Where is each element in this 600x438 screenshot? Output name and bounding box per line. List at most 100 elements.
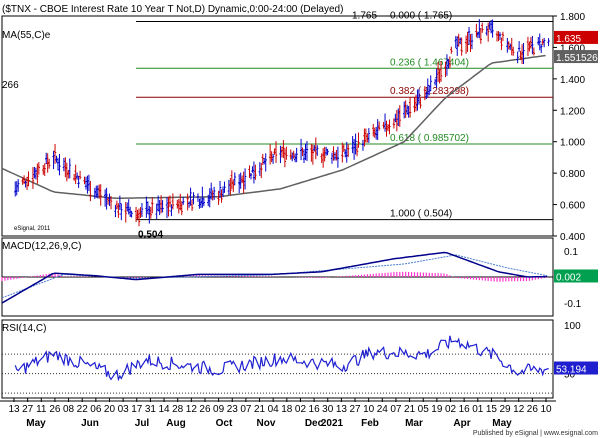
price-bar: [124, 201, 127, 223]
price-bar: [36, 163, 39, 184]
x-day-label: 26: [199, 404, 211, 415]
x-day-label: 23: [227, 404, 239, 415]
price-bar: [323, 146, 326, 162]
price-bar: [217, 190, 220, 205]
price-bar: [448, 56, 452, 69]
x-day-label: 28: [172, 404, 184, 415]
price-bar: [264, 153, 267, 172]
price-bar: [282, 140, 285, 159]
price-bar: [283, 148, 287, 168]
price-bar: [271, 153, 275, 164]
x-day-label: 01: [472, 404, 484, 415]
ma-value-text: 1.551526: [556, 53, 598, 64]
price-bar: [171, 193, 175, 210]
fib-label-0.236: 0.236 ( 1.467404): [390, 57, 469, 68]
x-day-label: 04: [268, 404, 280, 415]
x-month-label: Mar: [405, 418, 423, 429]
x-month-label: Aug: [166, 418, 185, 429]
price-bar: [540, 43, 543, 53]
price-bar: [220, 189, 223, 203]
price-bar: [31, 167, 35, 189]
price-bar: [192, 192, 195, 205]
price-bar: [531, 35, 534, 55]
price-bars: [14, 19, 550, 227]
ma-series: [1, 54, 546, 200]
price-bar: [243, 168, 247, 190]
price-bar: [532, 47, 536, 56]
x-day-label: 20: [104, 404, 116, 415]
rsi-y-tick-label: 100: [564, 321, 581, 332]
x-day-label: 18: [281, 404, 293, 415]
price-bar: [223, 181, 226, 193]
price-bar: [77, 176, 80, 188]
macd-title: MACD(12,26,9,C): [2, 241, 81, 252]
price-bar: [341, 142, 344, 163]
price-bar: [481, 22, 484, 33]
price-bar: [78, 170, 82, 180]
low-annotation: 0.504: [138, 230, 163, 241]
price-bar: [285, 146, 288, 160]
rsi-title: RSI(14,C): [2, 323, 46, 334]
price-bar: [229, 177, 232, 196]
price-bar: [180, 201, 183, 216]
x-day-label: 21: [404, 404, 416, 415]
price-y-tick-label: 0.800: [560, 169, 585, 180]
price-bar: [538, 33, 541, 51]
macd-pane: [1, 251, 553, 304]
x-day-label: 12: [513, 404, 525, 415]
price-y-tick-label: 0.400: [560, 232, 585, 243]
price-bar: [517, 41, 521, 52]
price-bar: [336, 146, 340, 168]
price-bar: [99, 184, 102, 206]
price-y-tick-label: 1.000: [560, 138, 585, 149]
x-month-label: Nov: [257, 418, 276, 429]
price-bar: [512, 46, 515, 56]
macd-value-box: [554, 269, 598, 283]
x-day-label: 29: [500, 404, 512, 415]
rsi-line: [14, 335, 549, 382]
price-bar: [367, 128, 371, 143]
price-bar: [161, 200, 164, 213]
price-bar: [417, 88, 421, 105]
price-bar: [37, 162, 41, 175]
x-day-label: 30: [322, 404, 334, 415]
price-y-tick-label: 1.200: [560, 106, 585, 117]
price-bar: [326, 148, 329, 156]
x-month-label: Jun: [81, 418, 99, 429]
x-day-label: 16: [459, 404, 471, 415]
price-bar: [218, 180, 222, 199]
price-bar: [140, 202, 144, 217]
price-bar: [137, 208, 141, 227]
x-day-label: 09: [213, 404, 225, 415]
ma-line: [1, 54, 546, 200]
x-day-label: 16: [309, 404, 321, 415]
x-month-label: 2021: [321, 418, 344, 429]
ma-label: MA(55,C)e: [2, 30, 51, 41]
macd-value-text: 0.002: [556, 272, 581, 283]
rsi-value-text: 53.194: [556, 365, 587, 376]
price-bar: [460, 37, 463, 56]
rsi-pane: [2, 335, 553, 394]
price-bar: [436, 61, 440, 82]
price-bar: [202, 197, 206, 207]
x-day-label: 03: [118, 404, 130, 415]
price-bar: [254, 164, 257, 180]
price-bar: [167, 196, 170, 217]
x-month-label: Jul: [135, 418, 150, 429]
price-bar: [316, 145, 319, 156]
price-bar: [357, 132, 360, 148]
x-day-label: 10: [540, 404, 552, 415]
price-bar: [486, 22, 490, 42]
price-bar: [120, 203, 123, 221]
price-bar: [295, 147, 298, 163]
price-bar: [53, 143, 57, 164]
price-bar: [210, 182, 213, 200]
price-bar: [547, 38, 550, 47]
price-bar: [522, 42, 525, 64]
x-day-label: 26: [49, 404, 61, 415]
x-day-label: 27: [22, 404, 34, 415]
price-bar: [212, 186, 216, 200]
price-bar: [311, 144, 315, 165]
x-month-label: Dec: [305, 418, 324, 429]
